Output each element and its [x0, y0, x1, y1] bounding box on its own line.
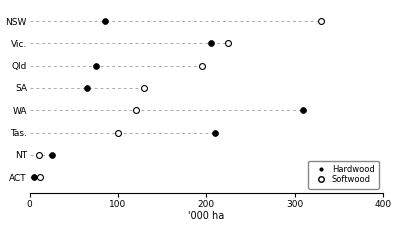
Point [212, 131, 218, 134]
Point [48, 153, 55, 157]
Point [133, 109, 139, 112]
Legend: Hardwood, Softwood: Hardwood, Softwood [308, 160, 379, 189]
Point [115, 131, 121, 134]
Point [199, 64, 205, 67]
Point [225, 42, 231, 45]
Point [93, 64, 99, 67]
Point [318, 19, 324, 23]
X-axis label: '000 ha: '000 ha [188, 211, 224, 222]
Point [31, 175, 37, 179]
Point [208, 42, 214, 45]
Point [141, 86, 148, 90]
Point [84, 86, 90, 90]
Point [102, 19, 108, 23]
Point [37, 175, 44, 179]
Point [300, 109, 306, 112]
Point [35, 153, 42, 157]
